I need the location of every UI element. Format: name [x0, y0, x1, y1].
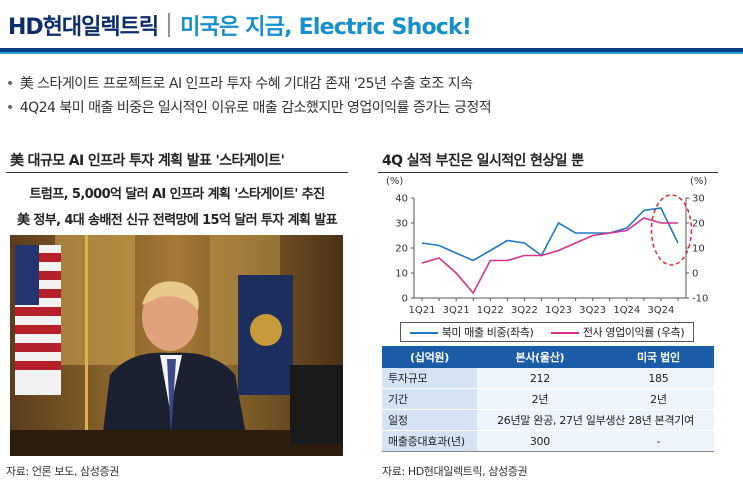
- table-row: 기간 2년 2년: [382, 388, 714, 410]
- legend-swatch-pink: [550, 332, 579, 334]
- table-header-cell: (십억원): [382, 346, 477, 368]
- left-source-note: 자료: 언론 보도, 삼성증권: [6, 465, 119, 478]
- x-axis-tick-label: 1Q22: [477, 305, 504, 316]
- news-photo: [10, 235, 343, 456]
- x-axis-tick-label: 3Q23: [579, 305, 606, 316]
- report-headline: 미국은 지금, Electric Shock!: [180, 15, 472, 40]
- brand-title: HD현대일렉트릭: [8, 15, 159, 40]
- right-axis-tick-label: 30: [692, 194, 705, 205]
- highlight-circle: [650, 194, 693, 266]
- table-row: 매출증대효과(년) 300 -: [382, 430, 714, 452]
- table-header-cell: 본사(울산): [477, 346, 603, 368]
- table-cell-label: 기간: [382, 388, 477, 410]
- legend-item-series-1: 북미 매출 비중(좌측): [409, 324, 534, 340]
- x-axis-tick-label: 3Q22: [511, 305, 538, 316]
- combo-line-chart: (%) (%) 0 10 20 30 40 -10 0 10 20 30 1Q21 3Q21 1Q2…: [386, 176, 708, 316]
- summary-bullets: • 美 스타게이트 프로젝트로 AI 인프라 투자 수혜 기대감 존재 '25년…: [6, 72, 492, 120]
- report-header: HD현대일렉트릭 미국은 지금, Electric Shock!: [8, 8, 472, 42]
- investment-table: (십억원) 본사(울산) 미국 법인 투자규모 212 185 기간 2년 2년…: [382, 346, 714, 452]
- table-row: 일정 26년말 완공, 27년 일부생산 28년 본격기여: [382, 409, 714, 431]
- series-line-1: [421, 207, 679, 262]
- right-panel-rule: [378, 172, 718, 173]
- table-header-row: (십억원) 본사(울산) 미국 법인: [382, 346, 714, 368]
- table-cell-label: 투자규모: [382, 368, 477, 389]
- right-axis-tick-label: 20: [692, 219, 705, 230]
- legend-swatch-blue: [409, 332, 438, 334]
- left-panel-title: 美 대규모 AI 인프라 투자 계획 발표 '스타게이트': [10, 153, 285, 169]
- header-rule-accent: [0, 52, 743, 54]
- table-row: 투자규모 212 185: [382, 368, 714, 389]
- left-axis-tick-label: 40: [395, 194, 408, 205]
- right-axis-unit: (%): [690, 176, 707, 187]
- left-axis-tick-label: 20: [395, 244, 408, 255]
- left-axis-tick-label: 10: [395, 269, 408, 280]
- header-divider: [168, 13, 171, 37]
- x-axis-tick-label: 3Q24: [647, 305, 674, 316]
- bullet-item: • 4Q24 북미 매출 비중은 일시적인 이유로 매출 감소했지만 영업이익률…: [6, 100, 492, 116]
- left-axis-unit: (%): [386, 176, 403, 187]
- x-axis-tick-label: 3Q21: [443, 305, 470, 316]
- table-cell-merged: 26년말 완공, 27년 일부생산 28년 본격기여: [477, 409, 714, 431]
- chart-legend: 북미 매출 비중(좌측) 전사 영업이익률 (우측): [400, 322, 694, 342]
- table-header-cell: 미국 법인: [602, 346, 714, 368]
- right-axis-tick-label: 0: [692, 269, 698, 280]
- x-axis-tick-label: 1Q21: [409, 305, 436, 316]
- table-cell: 300: [477, 430, 603, 452]
- table-cell-label: 매출증대효과(년): [382, 430, 477, 452]
- right-axis-tick-label: -10: [692, 294, 708, 305]
- table-cell: 185: [602, 368, 714, 389]
- header-rule: [0, 48, 743, 52]
- legend-item-series-2: 전사 영업이익률 (우측): [550, 324, 685, 340]
- series-line-2: [421, 217, 678, 295]
- right-axis-tick-label: 10: [692, 244, 705, 255]
- left-panel-rule: [6, 172, 348, 173]
- right-panel-title: 4Q 실적 부진은 일시적인 현상일 뿐: [382, 153, 584, 169]
- table-cell: 2년: [602, 388, 714, 410]
- x-axis-tick-label: 1Q23: [545, 305, 572, 316]
- left-axis-tick-label: 0: [402, 294, 408, 305]
- left-axis-tick-label: 30: [395, 219, 408, 230]
- news-photo-illustration: [10, 235, 343, 456]
- x-axis-tick-label: 1Q24: [613, 305, 640, 316]
- table-cell-label: 일정: [382, 409, 477, 431]
- table-cell: -: [602, 430, 714, 452]
- table-cell: 212: [477, 368, 603, 389]
- left-panel-subtitle-2: 美 정부, 4대 송배전 신규 전력망에 15억 달러 투자 계획 발표: [17, 213, 338, 228]
- bullet-item: • 美 스타게이트 프로젝트로 AI 인프라 투자 수혜 기대감 존재 '25년…: [6, 76, 473, 92]
- right-source-note: 자료: HD현대일렉트릭, 삼성증권: [382, 465, 528, 478]
- table-cell: 2년: [477, 388, 603, 410]
- left-panel-subtitle-1: 트럼프, 5,000억 달러 AI 인프라 계획 '스타게이트' 추진: [29, 187, 325, 202]
